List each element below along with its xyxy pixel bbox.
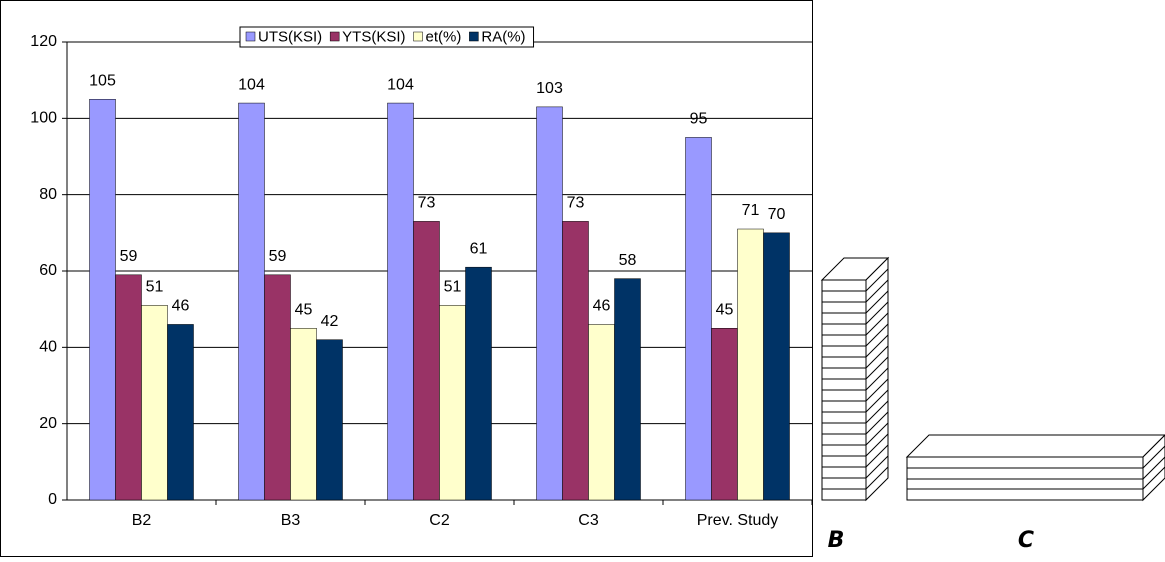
bar <box>89 99 116 501</box>
legend: UTS(KSI) YTS(KSI) et(%) RA(%) <box>239 26 535 48</box>
value-label: 42 <box>321 313 339 330</box>
layer-line <box>865 378 889 402</box>
bar <box>763 232 790 501</box>
legend-swatch <box>245 31 256 42</box>
value-label: 58 <box>619 252 637 269</box>
chart: 0 20 40 60 80 100 120 B2 105 59 51 46 B3 104 59 45 42 C2 1… <box>30 26 813 529</box>
diagram-c <box>905 434 1165 502</box>
bar <box>711 328 738 501</box>
legend-swatch <box>329 31 340 42</box>
legend-box <box>239 26 535 48</box>
layer-line <box>865 411 889 435</box>
bar <box>685 137 712 501</box>
diagram-label: C <box>1018 528 1034 553</box>
layer-line <box>865 334 889 358</box>
legend-swatch <box>469 31 479 42</box>
bar <box>588 324 615 501</box>
layer-line <box>1142 466 1165 490</box>
layer-line <box>865 455 889 479</box>
bar <box>413 221 440 501</box>
y-tick-label: 20 <box>39 415 57 432</box>
bar <box>439 305 466 501</box>
y-tick-label: 100 <box>30 110 57 127</box>
x-tick-label: Prev. Study <box>697 512 779 529</box>
layer-line <box>865 323 889 347</box>
layer-line <box>865 290 889 314</box>
diagram-b <box>820 256 890 502</box>
x-tick-label: C3 <box>578 512 599 529</box>
bar <box>141 305 168 501</box>
value-label: 51 <box>146 279 164 296</box>
layer-line <box>865 301 889 325</box>
layer-line <box>865 356 889 380</box>
bar <box>264 274 291 501</box>
legend-label: UTS(KSI) <box>258 28 322 45</box>
value-label: 45 <box>716 301 734 318</box>
bar <box>387 102 414 501</box>
value-label: 51 <box>444 279 462 296</box>
x-tick-label: B2 <box>132 512 152 529</box>
x-tick-label: C2 <box>429 512 450 529</box>
y-tick-label: 60 <box>39 262 57 279</box>
bar <box>238 102 265 501</box>
value-label: 59 <box>269 248 287 265</box>
value-label: 46 <box>593 298 611 315</box>
bar <box>536 106 563 501</box>
value-label: 95 <box>690 111 708 128</box>
y-tick-label: 120 <box>30 33 57 50</box>
layer-line <box>865 444 889 468</box>
legend-label: et(%) <box>426 28 462 45</box>
layers <box>822 268 889 490</box>
value-label: 73 <box>418 195 436 212</box>
bar <box>465 266 492 501</box>
y-tick-label: 80 <box>39 186 57 203</box>
x-tick-label: B3 <box>281 512 301 529</box>
value-label: 104 <box>238 76 265 93</box>
layer-line <box>1142 445 1165 469</box>
bar <box>614 278 641 501</box>
bar <box>316 339 343 501</box>
layer-line <box>865 279 889 303</box>
layer-line <box>865 268 889 292</box>
legend-label: RA(%) <box>481 28 525 45</box>
bar <box>737 228 764 501</box>
layer-line <box>865 367 889 391</box>
layer-line <box>865 312 889 336</box>
value-label: 71 <box>742 202 760 219</box>
layer-line <box>865 422 889 446</box>
diagram-label: B <box>828 528 845 553</box>
value-label: 59 <box>120 248 138 265</box>
y-tick-label: 0 <box>48 491 57 508</box>
bar <box>562 221 589 501</box>
legend-swatch <box>413 31 423 42</box>
value-label: 73 <box>567 195 585 212</box>
bar <box>167 324 194 501</box>
legend-label: YTS(KSI) <box>342 28 405 45</box>
layer-line <box>865 466 889 490</box>
value-label: 70 <box>768 206 786 223</box>
block-top <box>905 434 1165 458</box>
layer-line <box>865 389 889 413</box>
layer-line <box>865 345 889 369</box>
bar <box>290 328 317 501</box>
layer-line <box>865 400 889 424</box>
layer-line <box>1142 456 1165 480</box>
y-tick-label: 40 <box>39 339 57 356</box>
value-label: 45 <box>295 301 313 318</box>
layer-line <box>865 433 889 457</box>
value-label: 104 <box>387 76 414 93</box>
value-label: 46 <box>172 298 190 315</box>
value-label: 61 <box>470 240 488 257</box>
value-label: 103 <box>536 80 563 97</box>
bar <box>115 274 142 501</box>
value-label: 105 <box>89 72 116 89</box>
